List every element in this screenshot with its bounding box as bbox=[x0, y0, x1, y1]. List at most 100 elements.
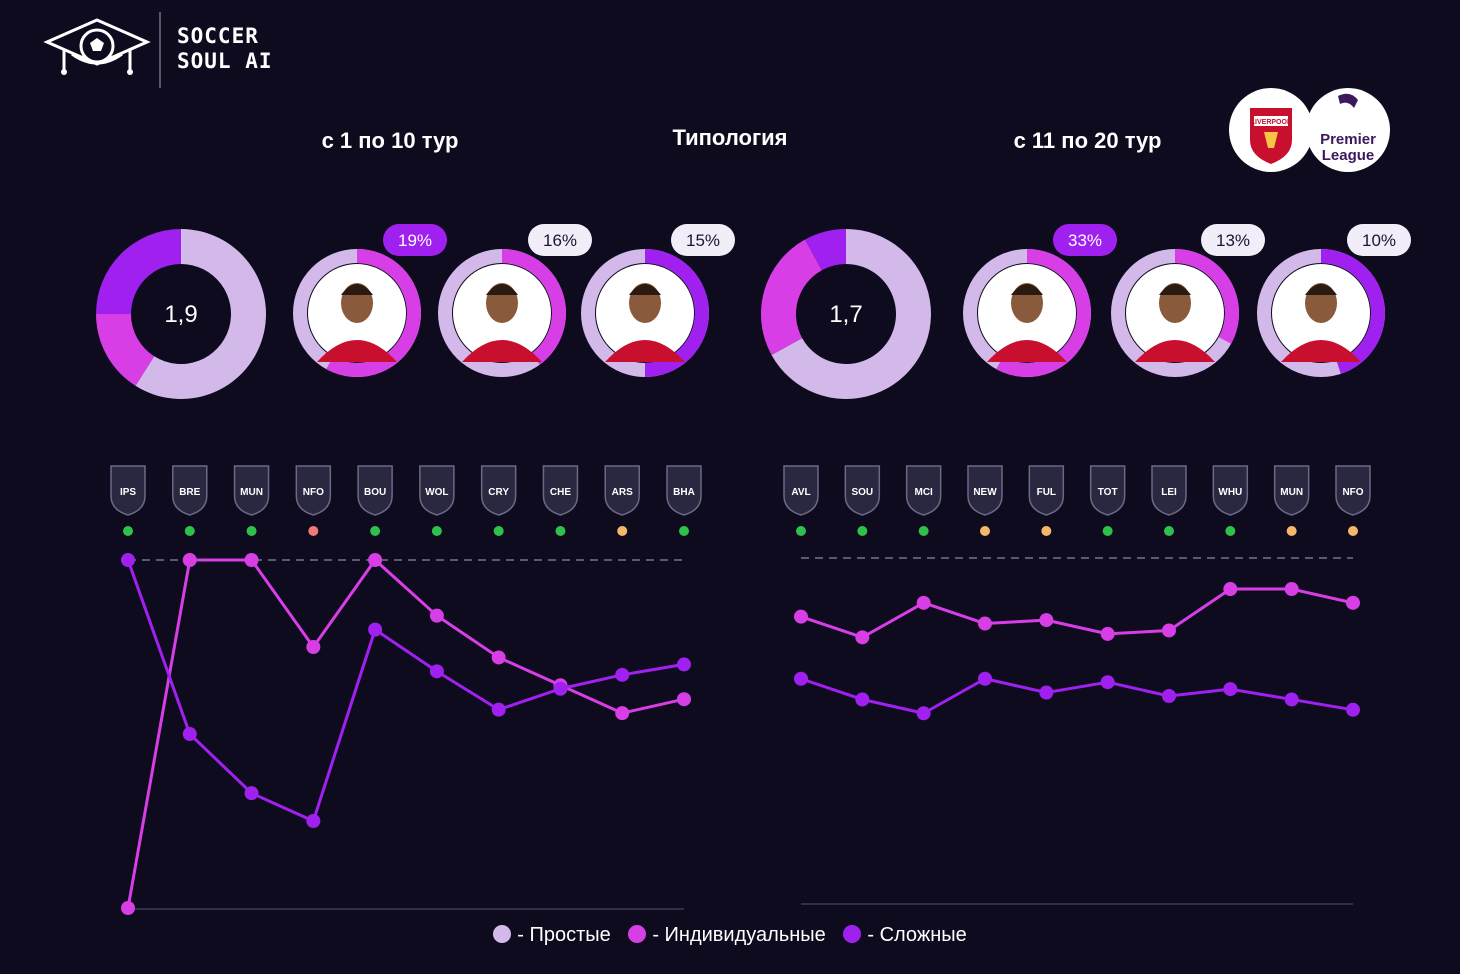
player-shirt bbox=[1135, 340, 1215, 362]
data-point bbox=[182, 553, 197, 567]
match-result-dot bbox=[857, 526, 868, 536]
club-crest-icon bbox=[905, 465, 942, 516]
data-point bbox=[491, 650, 506, 665]
player-avatar-icon bbox=[1281, 283, 1361, 362]
opponent-badge-bha: BHA bbox=[666, 465, 702, 516]
data-point bbox=[1223, 682, 1238, 697]
player-hair bbox=[1011, 284, 1043, 295]
data-point bbox=[794, 671, 808, 686]
ring-fill bbox=[1321, 249, 1385, 374]
opponent-badge-whu: WHU bbox=[1212, 465, 1249, 516]
legend-swatch-individual bbox=[628, 925, 647, 943]
data-point bbox=[306, 640, 321, 654]
series-individual bbox=[121, 553, 691, 915]
player-ring-3: 15% bbox=[581, 224, 735, 377]
data-point bbox=[306, 814, 321, 828]
data-point bbox=[677, 692, 691, 707]
ring-fill bbox=[645, 249, 709, 377]
club-crest-icon bbox=[1212, 465, 1249, 516]
player-shirt bbox=[1281, 340, 1361, 362]
club-crest-icon bbox=[666, 465, 702, 516]
premier-league-badge: Premier League bbox=[1306, 88, 1390, 172]
data-point bbox=[1100, 675, 1115, 690]
legend-label-individual: - Индивидуальные bbox=[652, 924, 826, 946]
percent-badge bbox=[528, 224, 592, 256]
opponent-badge-tot: TOT bbox=[1089, 465, 1126, 516]
opponent-code: CRY bbox=[488, 487, 509, 498]
opponent-code: NFO bbox=[1342, 487, 1363, 498]
club-crest-icon bbox=[419, 465, 455, 516]
player-ring-6: 10% bbox=[1257, 224, 1411, 377]
typology-title: Типология bbox=[672, 125, 788, 150]
match-result-dot bbox=[617, 526, 628, 536]
opponent-badge-nfo: NFO bbox=[1335, 465, 1371, 516]
data-point bbox=[855, 630, 870, 645]
player-hair bbox=[1159, 284, 1191, 295]
data-point bbox=[429, 664, 444, 679]
ring-fill bbox=[1175, 249, 1239, 344]
match-result-dot bbox=[1164, 526, 1174, 536]
donut-slice-individual bbox=[96, 314, 155, 386]
match-result-dot bbox=[555, 526, 566, 536]
legend-label-simple: - Простые bbox=[517, 924, 611, 946]
legend-swatch-simple bbox=[493, 925, 512, 943]
opponent-badge-mun: MUN bbox=[233, 465, 270, 516]
brand-line-1: SOCCER bbox=[177, 24, 259, 48]
liverpool-crest-icon: LIVERPOOL bbox=[1229, 88, 1313, 172]
player-shirt bbox=[462, 340, 542, 362]
percent-label: 16% bbox=[543, 231, 577, 250]
club-crest-icon bbox=[1028, 465, 1065, 516]
data-point bbox=[978, 616, 992, 631]
opponent-badge-new: NEW bbox=[967, 465, 1003, 516]
legend-item-complex: - Сложные bbox=[843, 924, 967, 947]
match-result-dot bbox=[1225, 526, 1236, 536]
player-avatar-icon bbox=[317, 283, 397, 362]
legend-swatch-complex bbox=[843, 925, 862, 943]
match-result-dot bbox=[308, 526, 319, 536]
match-result-dot bbox=[1041, 526, 1052, 536]
opponent-code: ARS bbox=[612, 487, 633, 498]
match-result-dot bbox=[493, 526, 504, 536]
data-point bbox=[244, 553, 259, 567]
ball-cap-icon bbox=[43, 18, 151, 75]
data-point bbox=[855, 692, 870, 707]
series-individual bbox=[794, 582, 1360, 645]
match-result-dot bbox=[1348, 526, 1358, 536]
match-result-dot bbox=[123, 526, 133, 536]
percent-badge bbox=[671, 224, 735, 256]
player-avatar-icon bbox=[987, 283, 1067, 362]
match-result-dot bbox=[679, 526, 689, 536]
brand-name: SOCCER SOUL AI bbox=[177, 24, 273, 74]
percent-label: 19% bbox=[398, 231, 432, 250]
data-point bbox=[121, 553, 135, 567]
player-hair bbox=[341, 284, 373, 295]
club-crest-icon bbox=[783, 465, 819, 516]
club-crest-icon bbox=[967, 465, 1003, 516]
match-result-dot bbox=[184, 526, 195, 536]
percent-badge bbox=[383, 224, 447, 256]
player-avatar-icon bbox=[1135, 283, 1215, 362]
player-shirt bbox=[605, 340, 685, 362]
club-crest-icon bbox=[357, 465, 393, 516]
donut-slice-simple bbox=[135, 229, 267, 399]
data-point bbox=[1284, 582, 1299, 597]
ring-fill bbox=[502, 249, 567, 365]
data-point bbox=[978, 671, 992, 686]
data-point bbox=[244, 786, 259, 801]
donut-slice-individual bbox=[760, 239, 822, 355]
data-point bbox=[1346, 595, 1360, 610]
opponent-code: WHU bbox=[1218, 487, 1242, 498]
club-crest-icon bbox=[844, 465, 881, 516]
series-complex bbox=[121, 553, 691, 828]
opponent-badge-che: CHE bbox=[542, 465, 579, 516]
series-complex bbox=[794, 671, 1360, 721]
opponent-badge-nfo: NFO bbox=[295, 465, 332, 516]
opponent-code: FUL bbox=[1037, 487, 1056, 498]
line-charts: IPS BRE MUN NFO BOU WOL CRY CHE ARS BHA AVL SOU MCI N… bbox=[110, 465, 1371, 915]
legend-label-complex: - Сложные bbox=[867, 924, 967, 946]
match-result-dot bbox=[1102, 526, 1113, 536]
series-line bbox=[800, 587, 1354, 639]
data-point bbox=[794, 609, 808, 624]
player-avatar-icon bbox=[605, 283, 685, 362]
data-point bbox=[1039, 613, 1054, 628]
